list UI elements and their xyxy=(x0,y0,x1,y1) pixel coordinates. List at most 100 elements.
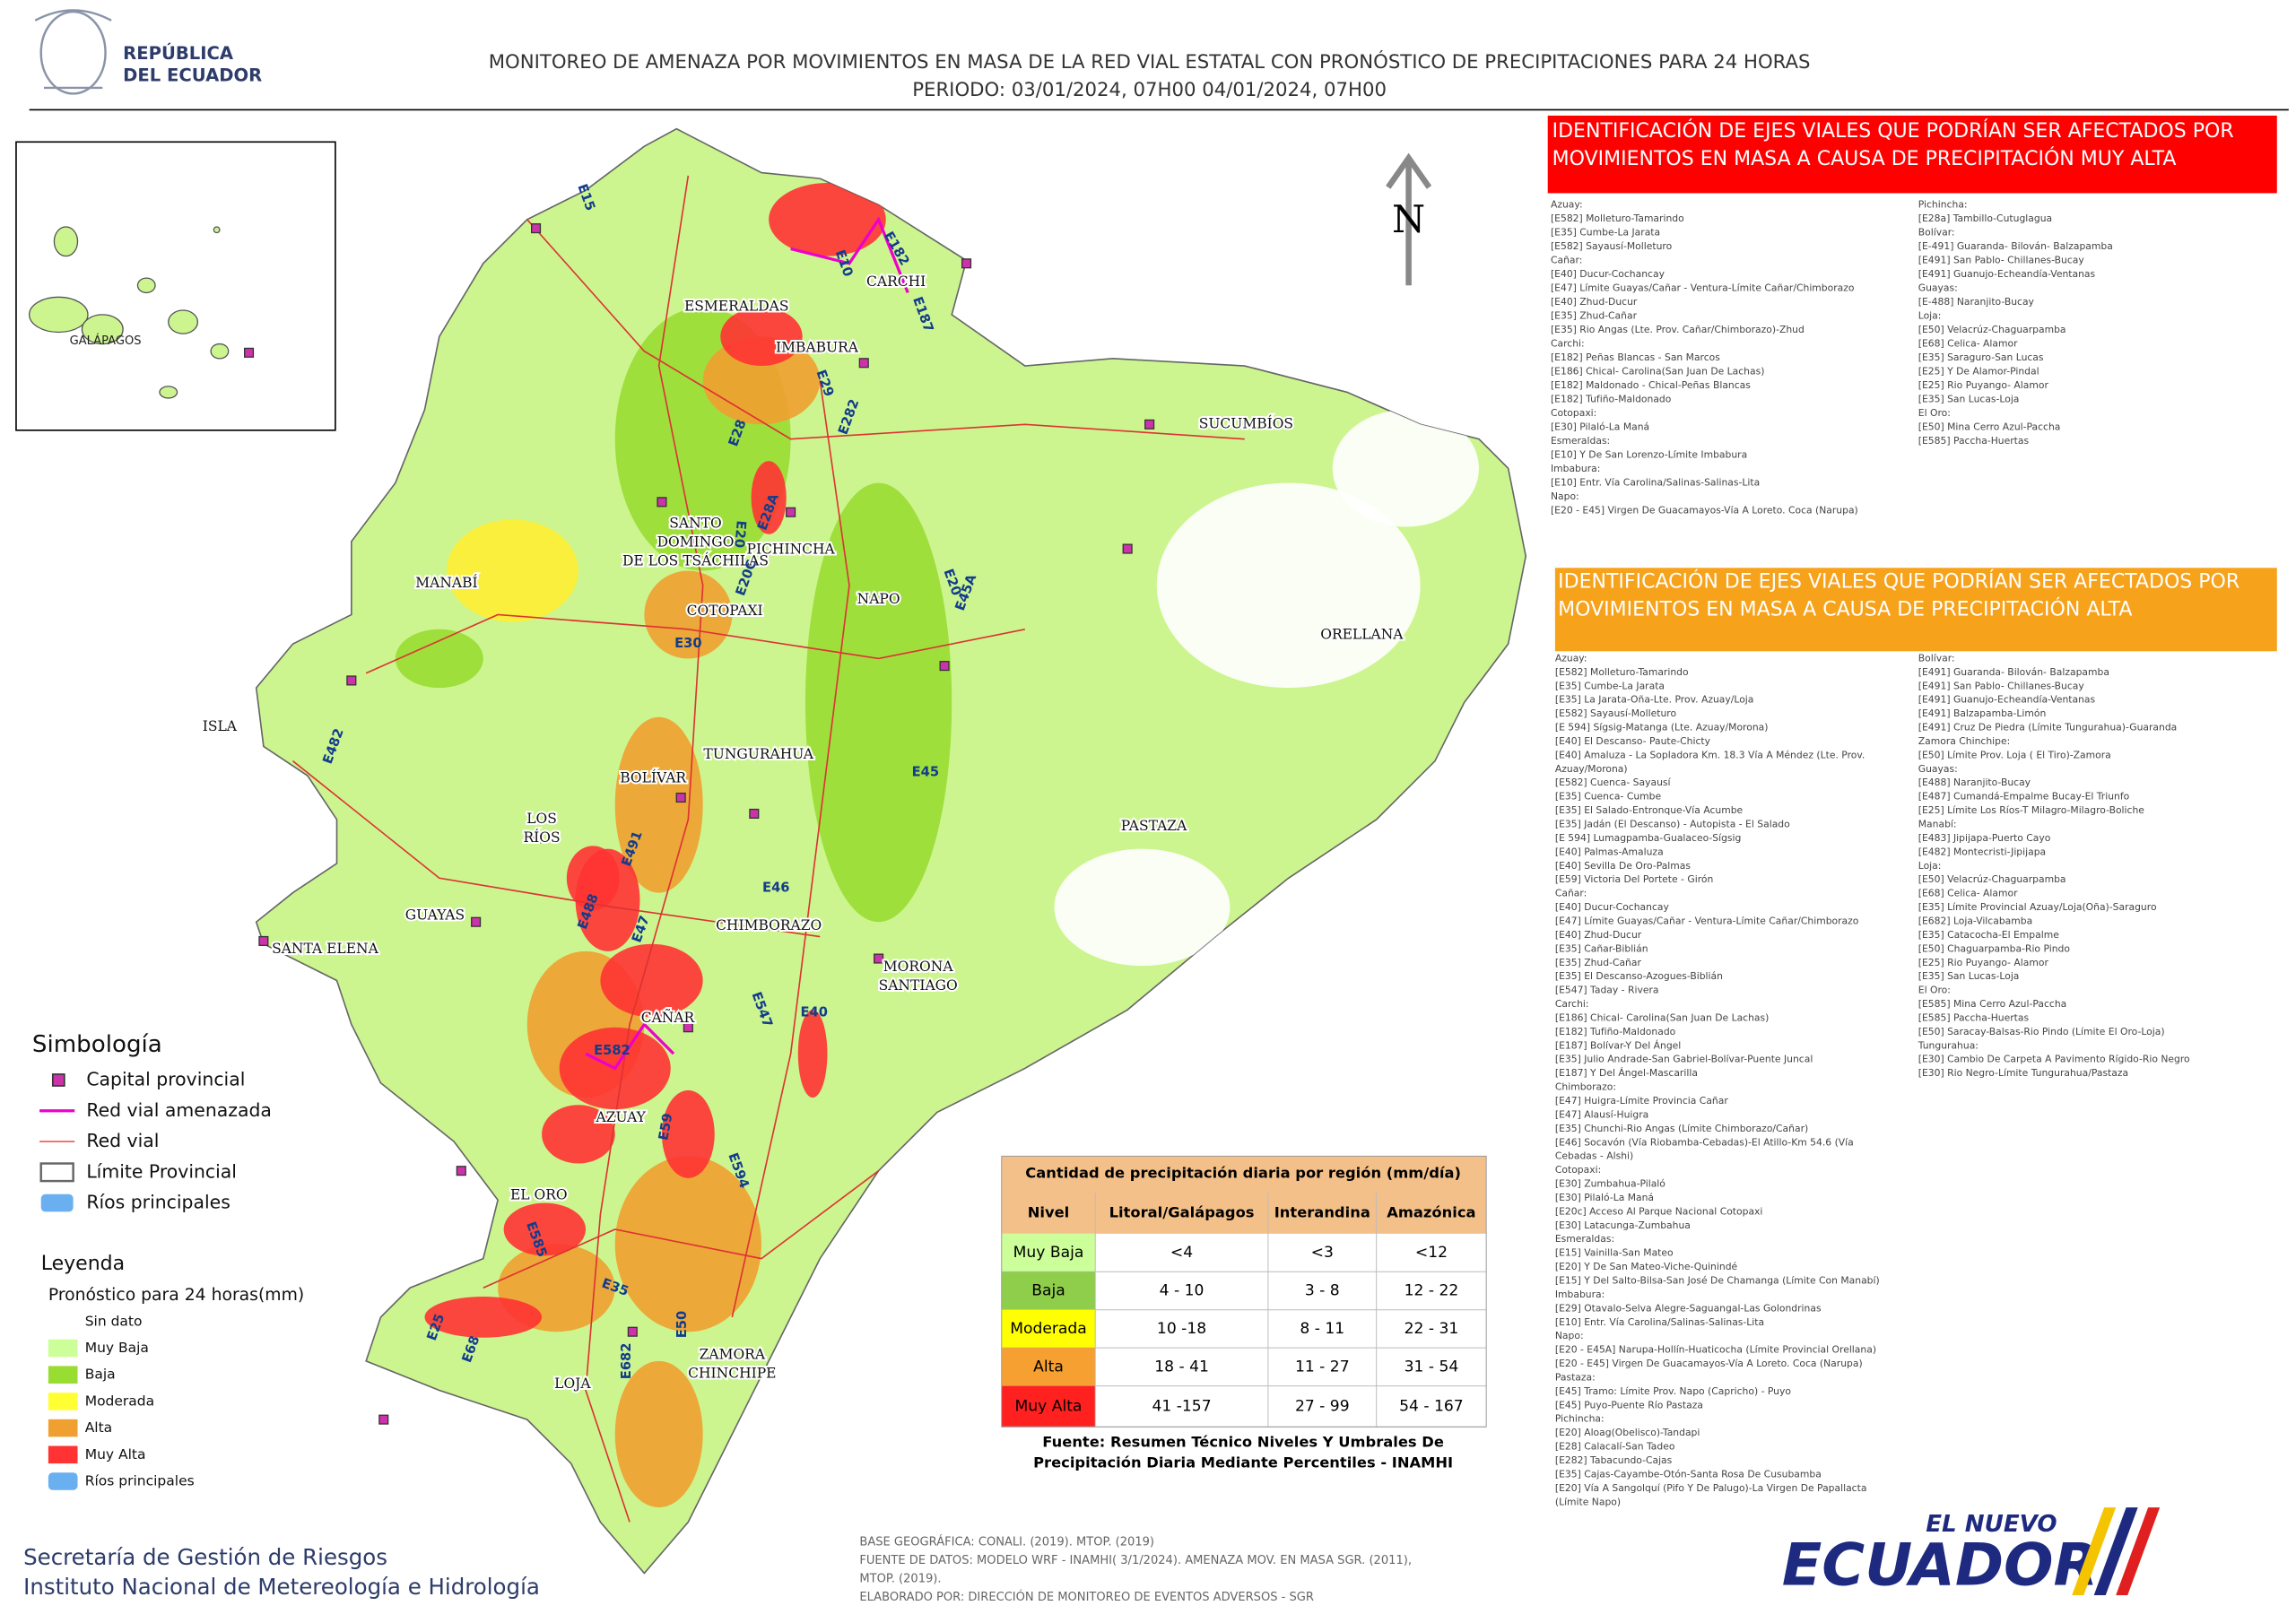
road-item: [E10] Y De San Lorenzo-Límite Imbabura xyxy=(1551,449,1747,461)
road-item: Bolívar: xyxy=(1918,227,1955,239)
capital-marker xyxy=(675,792,686,803)
road-item: [E491] Balzapamba-Limón xyxy=(1918,707,2047,719)
road-item: [E40] Sevilla De Oro-Palmas xyxy=(1555,860,1692,872)
road-item: [E47] Alausí-Huigra xyxy=(1555,1108,1648,1120)
hazard-area xyxy=(702,336,821,425)
road-item: [E35] San Lucas-Loja xyxy=(1918,970,2020,982)
road-item: [E10] Entr. Vía Carolina/Salinas-Salinas… xyxy=(1551,477,1760,489)
capital-marker xyxy=(657,497,667,508)
province-label: MORONA xyxy=(883,959,954,975)
road-item: [E35] Cuenca- Cumbe xyxy=(1555,791,1662,803)
road-label: E582 xyxy=(594,1043,631,1058)
road-item: [E35] Rio Angas (Lte. Prov. Cañar/Chimbo… xyxy=(1551,324,1805,335)
road-item: [E35] Jadán (El Descanso) - Autopista - … xyxy=(1555,819,1790,830)
road-item: Guayas: xyxy=(1918,282,1958,294)
capital-marker xyxy=(749,808,760,819)
road-item: [E186] Chical- Carolina(San Juan De Lach… xyxy=(1551,366,1764,378)
island xyxy=(136,277,156,294)
road-item: [E182] Maldonado - Chical-Peñas Blancas xyxy=(1551,379,1751,391)
road-item: [E30] Cambio De Carpeta A Pavimento Rígi… xyxy=(1918,1054,2190,1065)
high-banner xyxy=(1554,568,2277,652)
hazard-area xyxy=(542,1105,615,1164)
province-label: SANTO xyxy=(669,515,721,531)
hazard-area xyxy=(446,519,578,622)
road-item: Azuay/Morona) xyxy=(1555,763,1628,775)
province-label: TUNGURAHUA xyxy=(703,746,813,762)
road-item: [E50] Velacrúz-Chaguarpamba xyxy=(1918,324,2066,335)
country-name: REPÚBLICA xyxy=(123,42,234,64)
table-cell: 41 -157 xyxy=(1152,1397,1211,1415)
road-item: [E35] Cajas-Cayambe-Otón-Santa Rosa De C… xyxy=(1555,1468,1822,1480)
legend-swatch xyxy=(48,1445,78,1464)
road-item: Cañar: xyxy=(1555,888,1587,899)
capital-marker xyxy=(378,1414,389,1425)
hazard-area xyxy=(600,943,703,1018)
road-item: [E187] Y Del Ángel-Mascarilla xyxy=(1555,1067,1698,1079)
capital-marker xyxy=(531,833,542,844)
table-cell: Muy Baja xyxy=(1013,1244,1084,1262)
road-item: (Límite Napo) xyxy=(1555,1496,1621,1507)
road-label: E46 xyxy=(762,881,789,896)
province-label: GUAYAS xyxy=(405,907,465,924)
legend-swatch xyxy=(48,1393,78,1410)
legend-swatch xyxy=(48,1419,78,1437)
page-period: PERIODO: 03/01/2024, 07H00 04/01/2024, 0… xyxy=(912,79,1387,101)
road-item: [E47] Límite Guayas/Cañar - Ventura-Lími… xyxy=(1555,915,1859,926)
symbol xyxy=(51,1073,65,1087)
road-item: [E50] Límite Prov. Loja ( El Tiro)-Zamor… xyxy=(1918,749,2111,760)
road-item: [E28a] Tambillo-Cutuglagua xyxy=(1918,213,2052,224)
road-item: [E 594] Lumagpamba-Gualaceo-Sígsig xyxy=(1555,832,1741,844)
road-item: Azuay: xyxy=(1551,198,1583,210)
table-cell: 3 - 8 xyxy=(1305,1282,1340,1300)
hazard-area xyxy=(1156,482,1421,689)
table-header-cell: Nivel xyxy=(1028,1204,1070,1221)
symbology-item: Ríos principales xyxy=(86,1192,230,1213)
road-item: [E59] Victoria Del Portete - Girón xyxy=(1555,873,1713,885)
table-cell: <3 xyxy=(1311,1244,1334,1262)
road-item: [E40] Amaluza - La Sopladora Km. 18.3 Ví… xyxy=(1555,749,1865,760)
road-item: [E585] Paccha-Huertas xyxy=(1918,1011,2030,1023)
hazard-areas xyxy=(395,183,1479,1508)
road-item: Pichincha: xyxy=(1555,1413,1605,1425)
province-label: IMBABURA xyxy=(776,339,859,355)
road-item: Napo: xyxy=(1551,490,1579,502)
road-item: El Oro: xyxy=(1918,407,1951,419)
road-item: Imbabura: xyxy=(1551,463,1600,474)
road-item: [E40] Ducur-Cochancay xyxy=(1551,268,1665,280)
province-label: ESMERALDAS xyxy=(684,299,789,315)
road-item: El Oro: xyxy=(1918,985,1951,996)
level-cell xyxy=(1001,1348,1096,1386)
road-item: Cotopaxi: xyxy=(1551,407,1596,419)
road xyxy=(365,613,1026,674)
legend-item: Alta xyxy=(85,1419,113,1436)
north-arrow xyxy=(1386,152,1432,286)
road-item: Loja: xyxy=(1918,860,1942,872)
province-label: LOS xyxy=(526,811,557,827)
road-item: Pastaza: xyxy=(1555,1371,1596,1383)
road-item: [E35] El Salado-Entronque-Vía Acumbe xyxy=(1555,804,1744,816)
road-item: Guayas: xyxy=(1918,763,1958,775)
road-item: [E40] Palmas-Amaluza xyxy=(1555,846,1664,857)
road-item: [E182] Peñas Blancas - San Marcos xyxy=(1551,352,1720,363)
road-item: [E50] Velacrúz-Chaguarpamba xyxy=(1918,873,2066,885)
road-item: [E29] Otavalo-Selva Alegre-Saguangal-Las… xyxy=(1555,1302,1822,1314)
road-item: [E40] Ducur-Cochancay xyxy=(1555,901,1670,913)
province-label: BOLÍVAR xyxy=(620,769,687,785)
capital-marker xyxy=(1144,419,1155,430)
road-item: [E20 - E45] Virgen De Guacamayos-Vía A L… xyxy=(1551,505,1858,516)
province-label: RÍOS xyxy=(524,829,561,846)
road-item: [E50] Chaguarpamba-Rio Pindo xyxy=(1918,942,2070,954)
road-item: Imbabura: xyxy=(1555,1289,1605,1300)
road-item: [E35] Catacocha-El Empalme xyxy=(1918,929,2059,941)
road-item: [E47] Huigra-Límite Provincia Cañar xyxy=(1555,1095,1728,1107)
table-cell: 22 - 31 xyxy=(1405,1320,1459,1338)
road-item: Esmeraldas: xyxy=(1555,1233,1614,1245)
road-label: E59 xyxy=(656,1112,675,1141)
province-label: DE LOS TSÁCHILAS xyxy=(622,553,769,569)
legend-item: Sin dato xyxy=(85,1313,143,1329)
province-label: CARCHI xyxy=(866,273,926,290)
road-item: Tungurahua: xyxy=(1918,1039,1979,1051)
legend-item: Ríos principales xyxy=(85,1473,195,1489)
source-note: ELABORADO POR: DIRECCIÓN DE MONITOREO DE… xyxy=(859,1590,1314,1604)
